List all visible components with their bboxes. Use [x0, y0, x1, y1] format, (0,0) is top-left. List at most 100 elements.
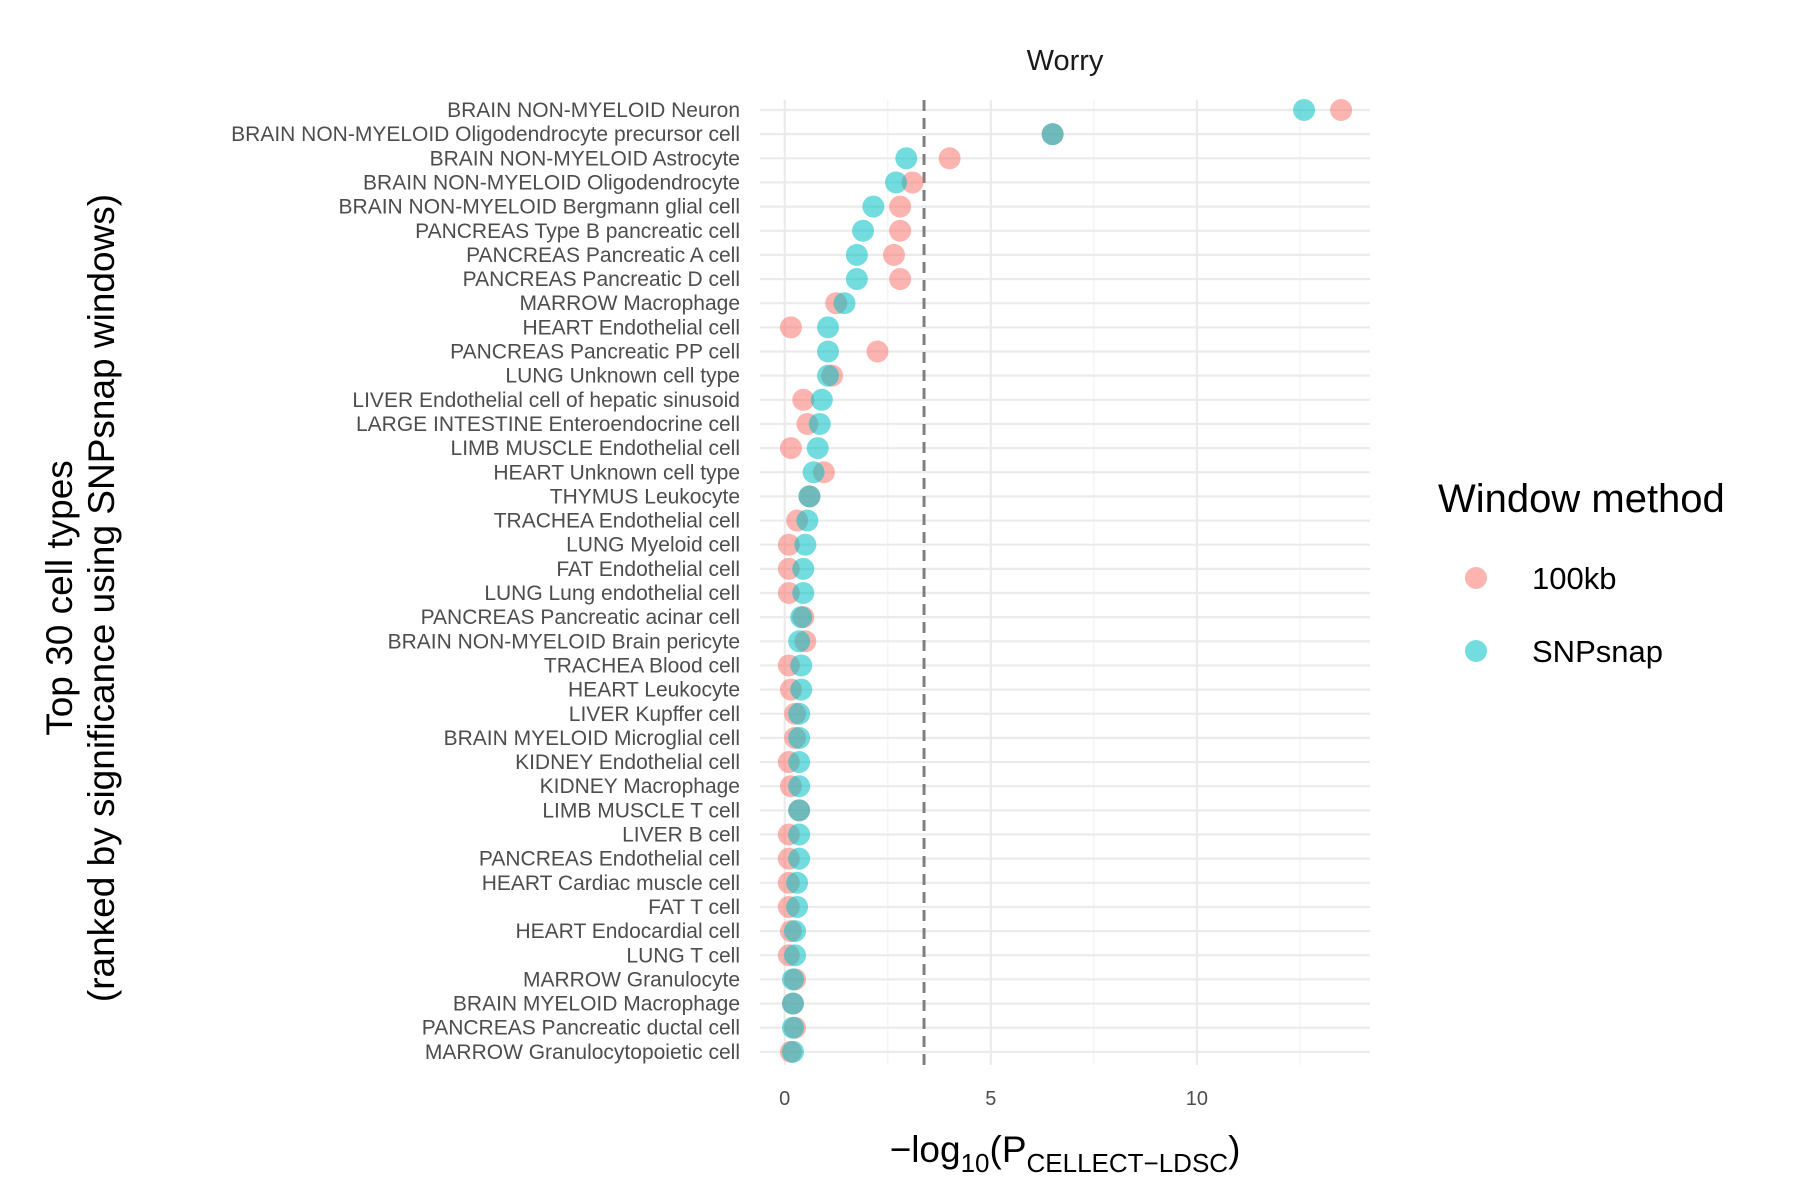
point-snpsnap — [781, 1016, 804, 1039]
category-label: LIMB MUSCLE Endothelial cell — [451, 437, 740, 460]
point-snpsnap — [808, 412, 831, 435]
point-snpsnap — [792, 582, 815, 604]
legend-key-snpsnap — [1465, 640, 1487, 662]
point-snpsnap — [1041, 123, 1064, 146]
point-snpsnap — [788, 630, 811, 653]
category-label: MARROW Granulocytopoietic cell — [425, 1041, 740, 1064]
category-label: PANCREAS Endothelial cell — [479, 848, 740, 871]
point-100kb — [866, 340, 889, 363]
point-snpsnap — [781, 1040, 804, 1063]
point-100kb — [792, 388, 815, 411]
point-100kb — [779, 437, 802, 460]
category-label: BRAIN NON-MYELOID Oligodendrocyte — [363, 171, 740, 194]
point-snpsnap — [852, 219, 875, 242]
category-label: LUNG T cell — [626, 944, 740, 967]
point-snpsnap — [845, 243, 868, 266]
point-snpsnap — [788, 799, 811, 822]
point-snpsnap — [810, 388, 833, 411]
point-100kb — [889, 195, 912, 218]
category-label: HEART Cardiac muscle cell — [482, 872, 740, 895]
point-snpsnap — [788, 847, 811, 870]
point-snpsnap — [796, 509, 819, 532]
category-label: BRAIN NON-MYELOID Oligodendrocyte precur… — [231, 123, 740, 146]
point-snpsnap — [885, 171, 908, 194]
category-label: KIDNEY Macrophage — [540, 775, 740, 798]
category-label: BRAIN MYELOID Macrophage — [453, 993, 740, 1016]
point-snpsnap — [788, 726, 811, 749]
legend-label-100kb: 100kb — [1532, 561, 1616, 596]
point-snpsnap — [786, 871, 809, 894]
category-label: MARROW Granulocyte — [523, 968, 740, 991]
point-snpsnap — [1293, 99, 1316, 121]
point-100kb — [779, 316, 802, 339]
point-snpsnap — [784, 920, 807, 943]
category-label: TRACHEA Endothelial cell — [494, 510, 740, 533]
svg-text:(ranked by significance using: (ranked by significance using SNPsnap wi… — [81, 194, 122, 1002]
x-tick-label: 5 — [985, 1088, 996, 1110]
point-snpsnap — [817, 340, 840, 363]
category-label: HEART Unknown cell type — [493, 461, 740, 484]
point-100kb — [889, 268, 912, 291]
point-snpsnap — [895, 147, 918, 170]
point-snpsnap — [862, 195, 885, 218]
point-100kb — [938, 147, 961, 170]
point-snpsnap — [781, 968, 804, 991]
point-100kb — [1330, 99, 1353, 121]
category-label: PANCREAS Type B pancreatic cell — [415, 220, 740, 243]
category-label: THYMUS Leukocyte — [550, 485, 740, 508]
point-snpsnap — [790, 654, 813, 677]
point-snpsnap — [792, 557, 815, 580]
point-100kb — [901, 171, 924, 194]
category-label: HEART Endothelial cell — [522, 316, 740, 339]
point-snpsnap — [788, 823, 811, 846]
point-snpsnap — [817, 364, 840, 387]
point-snpsnap — [788, 775, 811, 798]
grid-layer — [760, 100, 1370, 1065]
category-label: LIMB MUSCLE T cell — [542, 799, 740, 822]
point-snpsnap — [833, 292, 856, 315]
y-axis-title: Top 30 cell types (ranked by significanc… — [39, 194, 122, 1002]
category-label: BRAIN NON-MYELOID Brain pericyte — [388, 630, 740, 653]
category-label: PANCREAS Pancreatic PP cell — [450, 341, 740, 364]
category-label: PANCREAS Pancreatic ductal cell — [422, 1017, 740, 1040]
x-tick-label: 0 — [779, 1088, 790, 1110]
category-label: KIDNEY Endothelial cell — [515, 751, 740, 774]
category-label: BRAIN NON-MYELOID Bergmann glial cell — [339, 196, 740, 219]
point-snpsnap — [845, 268, 868, 291]
point-snpsnap — [794, 533, 817, 556]
category-label: BRAIN MYELOID Microglial cell — [444, 727, 740, 750]
point-snpsnap — [798, 485, 821, 508]
point-snpsnap — [817, 316, 840, 339]
category-label: TRACHEA Blood cell — [544, 654, 740, 677]
chart-title: Worry — [1027, 45, 1104, 77]
category-label: PANCREAS Pancreatic D cell — [463, 268, 740, 291]
svg-text:Top 30 cell types: Top 30 cell types — [39, 460, 80, 736]
category-label: LUNG Lung endothelial cell — [484, 582, 740, 605]
point-100kb — [777, 533, 800, 556]
category-label: LUNG Myeloid cell — [566, 534, 740, 557]
x-axis-title: −log10(PCELLECT−LDSC) — [890, 1129, 1241, 1178]
category-label: BRAIN NON-MYELOID Neuron — [447, 99, 740, 122]
category-label: HEART Leukocyte — [568, 679, 740, 702]
category-label: HEART Endocardial cell — [516, 920, 741, 943]
point-snpsnap — [790, 606, 813, 629]
legend-label-snpsnap: SNPsnap — [1532, 634, 1663, 669]
point-100kb — [882, 243, 905, 266]
point-snpsnap — [806, 437, 829, 460]
category-label: BRAIN NON-MYELOID Astrocyte — [430, 147, 740, 170]
point-snpsnap — [784, 944, 807, 967]
x-tick-label: 10 — [1186, 1088, 1208, 1110]
category-label: LIVER B cell — [622, 824, 740, 847]
point-snpsnap — [788, 751, 811, 774]
point-snpsnap — [781, 992, 804, 1015]
category-label: PANCREAS Pancreatic A cell — [466, 244, 740, 267]
point-snpsnap — [786, 895, 809, 918]
legend-title: Window method — [1438, 477, 1725, 521]
category-label: MARROW Macrophage — [519, 292, 740, 315]
category-label: LIVER Endothelial cell of hepatic sinuso… — [352, 389, 740, 412]
category-label: FAT T cell — [648, 896, 740, 919]
category-label: LIVER Kupffer cell — [569, 703, 740, 726]
point-snpsnap — [788, 702, 811, 725]
